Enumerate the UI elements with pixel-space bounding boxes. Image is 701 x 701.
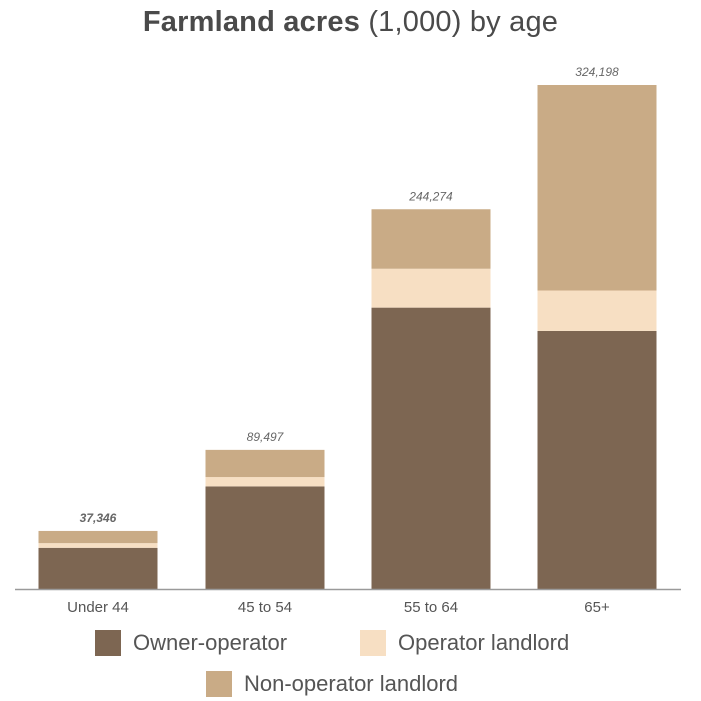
legend-label-operator-landlord: Operator landlord bbox=[398, 630, 570, 655]
bar-operator-landlord-45-to-54 bbox=[205, 477, 325, 487]
x-tick-label-45-to-54: 45 to 54 bbox=[238, 599, 292, 616]
legend-item-non-operator-landlord: Non-operator landlord bbox=[206, 671, 458, 697]
chart-title: Farmland acres (1,000) by age bbox=[0, 6, 701, 39]
x-tick-label-55-to-64: 55 to 64 bbox=[404, 599, 458, 616]
bar-non-operator-landlord-under-44 bbox=[38, 530, 158, 544]
bar-non-operator-landlord-65 bbox=[537, 85, 657, 291]
x-tick-label-under-44: Under 44 bbox=[67, 599, 129, 616]
legend-label-non-operator-landlord: Non-operator landlord bbox=[244, 671, 459, 696]
bar-non-operator-landlord-55-to-64 bbox=[371, 209, 491, 269]
bar-chart: 37,346 Under 44 89,497 45 to 54 244,274 55 to… bbox=[15, 65, 681, 616]
legend-item-owner-operator: Owner-operator bbox=[95, 630, 287, 656]
bar-owner-operator-under-44 bbox=[38, 547, 158, 589]
legend-label-owner-operator: Owner-operator bbox=[133, 630, 288, 655]
bar-operator-landlord-under-44 bbox=[38, 543, 158, 548]
legend-swatch-operator-landlord bbox=[360, 630, 386, 656]
bar-operator-landlord-55-to-64 bbox=[371, 268, 491, 308]
total-label-55-to-64: 244,274 bbox=[408, 189, 453, 203]
bar-owner-operator-55-to-64 bbox=[371, 307, 491, 589]
legend-swatch-owner-operator bbox=[95, 630, 121, 656]
total-label-65: 324,198 bbox=[575, 65, 619, 79]
bar-non-operator-landlord-45-to-54 bbox=[205, 449, 325, 478]
x-tick-label-65: 65+ bbox=[584, 599, 610, 616]
bar-owner-operator-45-to-54 bbox=[205, 486, 325, 589]
total-label-under-44: 37,346 bbox=[80, 511, 117, 525]
chart-title-unit: (1,000) by age bbox=[368, 6, 559, 38]
legend-swatch-non-operator-landlord bbox=[206, 671, 232, 697]
legend-item-operator-landlord: Operator landlord bbox=[360, 630, 569, 656]
chart-title-main: Farmland acres bbox=[142, 6, 361, 38]
bar-owner-operator-65 bbox=[537, 330, 657, 589]
total-label-45-to-54: 89,497 bbox=[247, 430, 285, 444]
bar-operator-landlord-65 bbox=[537, 290, 657, 331]
